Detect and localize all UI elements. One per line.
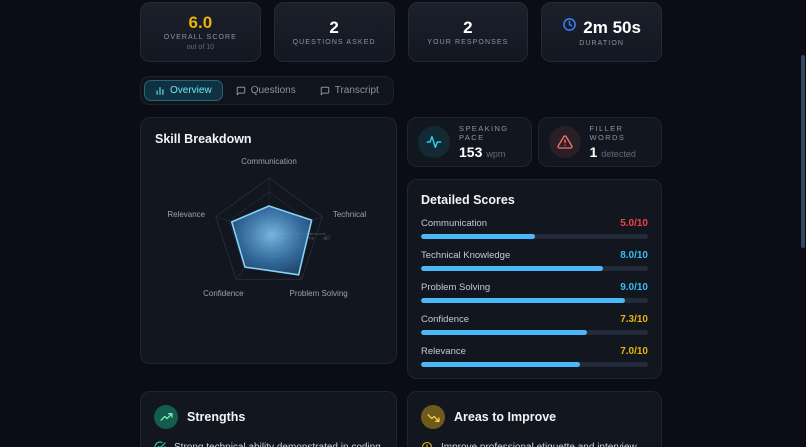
overall-score-card: 6.0 OVERALL SCORE out of 10 (140, 2, 261, 62)
message-square-icon (320, 86, 330, 96)
filler-words-card: FILLER WORDS 1 detected (537, 117, 662, 167)
radar-axis-label: Technical (333, 210, 367, 219)
score-progress-track (421, 362, 648, 367)
radar-chart: 02.557.510CommunicationTechnicalProblem … (155, 150, 382, 335)
metrics-row: SPEAKING PACE 153 wpm (407, 117, 662, 167)
detailed-scores-title: Detailed Scores (421, 193, 515, 207)
your-responses-value: 2 (463, 17, 473, 37)
results-tabbar: Overview Questions Transcript (140, 76, 394, 105)
areas-to-improve-list: Improve professional etiquette and inter… (421, 440, 648, 447)
areas-to-improve-card: Areas to Improve Improve professional et… (407, 391, 662, 447)
speaking-pace-label: SPEAKING PACE (459, 124, 509, 142)
radar-axis-label: Problem Solving (289, 289, 347, 298)
skill-breakdown-card: Skill Breakdown 02.557.510CommunicationT… (140, 117, 397, 364)
check-circle-icon (154, 440, 166, 447)
tab-questions-label: Questions (250, 85, 296, 96)
detailed-scores-card: Detailed Scores Communication 5.0/10 Techn… (407, 179, 662, 379)
tab-transcript[interactable]: Transcript (309, 80, 390, 101)
score-progress-track (421, 234, 648, 239)
overall-score-value: 6.0 (188, 12, 213, 32)
tab-overview-label: Overview (170, 85, 212, 96)
score-label: Communication (421, 218, 487, 229)
areas-to-improve-title: Areas to Improve (454, 410, 557, 424)
questions-asked-label: QUESTIONS ASKED (292, 38, 376, 46)
activity-icon (418, 126, 450, 158)
message-square-icon (236, 86, 246, 96)
score-value: 8.0/10 (620, 250, 648, 261)
trending-up-icon (154, 405, 178, 429)
score-value: 5.0/10 (620, 218, 648, 229)
filler-words-unit: detected (601, 149, 636, 159)
your-responses-card: 2 YOUR RESPONSES (407, 2, 529, 62)
radar-axis-label: Confidence (203, 289, 244, 298)
score-progress-fill (421, 298, 626, 303)
score-progress-track (421, 266, 648, 271)
trending-down-icon (421, 405, 445, 429)
strengths-card: Strengths Strong technical ability demon… (140, 391, 397, 447)
speaking-pace-unit: wpm (486, 149, 506, 159)
score-row: Relevance 7.0/10 (421, 346, 648, 367)
svg-text:10: 10 (323, 237, 327, 241)
questions-asked-value: 2 (329, 17, 339, 37)
score-row: Confidence 7.3/10 (421, 314, 648, 335)
strengths-list: Strong technical ability demonstrated in… (154, 440, 383, 447)
results-content: 6.0 OVERALL SCORE out of 10 2 QUESTIONS … (140, 2, 662, 447)
tab-questions[interactable]: Questions (225, 80, 307, 101)
score-label: Problem Solving (421, 282, 491, 293)
score-label: Confidence (421, 314, 470, 325)
score-label: Technical Knowledge (421, 250, 511, 261)
list-item-text: Strong technical ability demonstrated in… (174, 440, 383, 447)
duration-value: 2m 50s (583, 17, 641, 37)
alert-triangle-icon (548, 126, 581, 158)
radar-axis-label: Communication (241, 157, 297, 166)
detailed-scores-rows: Communication 5.0/10 Technical Knowledge 8.… (421, 218, 648, 367)
filler-words-value: 1 (589, 144, 598, 160)
score-row: Communication 5.0/10 (421, 218, 648, 239)
list-item: Improve professional etiquette and inter… (421, 440, 648, 447)
tab-transcript-label: Transcript (334, 85, 379, 96)
questions-asked-card: 2 QUESTIONS ASKED (273, 2, 395, 62)
overall-score-label: OVERALL SCORE (163, 33, 237, 41)
alert-circle-icon (421, 440, 433, 447)
skill-breakdown-title: Skill Breakdown (155, 132, 252, 146)
list-item: Strong technical ability demonstrated in… (154, 440, 383, 447)
score-label: Relevance (421, 346, 466, 357)
svg-text:7.5: 7.5 (309, 237, 314, 241)
clock-icon (562, 17, 577, 37)
score-row: Problem Solving 9.0/10 (421, 282, 648, 303)
speaking-pace-value: 153 (459, 144, 483, 160)
your-responses-label: YOUR RESPONSES (427, 38, 509, 46)
filler-words-label: FILLER WORDS (589, 124, 626, 142)
tab-overview[interactable]: Overview (144, 80, 223, 101)
score-progress-fill (421, 234, 535, 239)
score-progress-fill (421, 266, 603, 271)
score-row: Technical Knowledge 8.0/10 (421, 250, 648, 271)
duration-card: 2m 50s DURATION (541, 2, 662, 62)
strengths-title: Strengths (187, 410, 246, 424)
score-value: 7.3/10 (620, 314, 648, 325)
overall-score-sub: out of 10 (186, 43, 214, 51)
scrollbar-thumb[interactable] (801, 55, 805, 248)
list-item-text: Improve professional etiquette and inter… (441, 440, 648, 447)
score-progress-fill (421, 362, 580, 367)
score-value: 7.0/10 (620, 346, 648, 357)
duration-label: DURATION (579, 40, 625, 47)
score-progress-track (421, 298, 648, 303)
radar-axis-label: Relevance (167, 210, 205, 219)
speaking-pace-card: SPEAKING PACE 153 wpm (407, 117, 532, 167)
bar-chart-icon (155, 86, 165, 96)
stats-row: 6.0 OVERALL SCORE out of 10 2 QUESTIONS … (140, 2, 662, 62)
score-value: 9.0/10 (620, 282, 648, 293)
score-progress-fill (421, 330, 587, 335)
score-progress-track (421, 330, 648, 335)
